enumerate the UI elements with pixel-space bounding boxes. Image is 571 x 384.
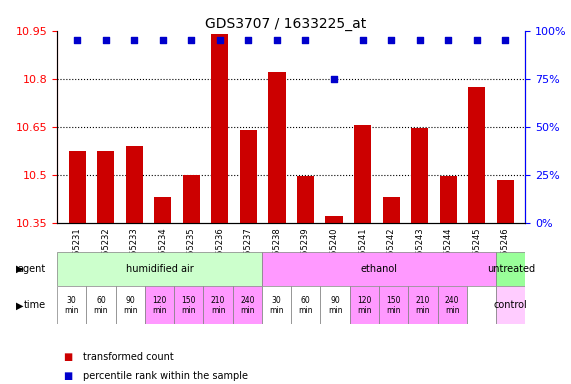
- FancyBboxPatch shape: [291, 286, 320, 324]
- Bar: [440, 176, 457, 384]
- Text: percentile rank within the sample: percentile rank within the sample: [83, 371, 248, 381]
- Point: [301, 37, 310, 43]
- FancyBboxPatch shape: [496, 252, 525, 286]
- Text: humidified air: humidified air: [126, 264, 194, 274]
- Bar: [268, 72, 286, 384]
- Text: 210
min: 210 min: [416, 296, 430, 315]
- FancyBboxPatch shape: [174, 286, 203, 324]
- Bar: [354, 125, 371, 384]
- Point: [158, 37, 167, 43]
- Point: [501, 37, 510, 43]
- Bar: [154, 197, 171, 384]
- Point: [215, 37, 224, 43]
- Text: ■: ■: [63, 371, 72, 381]
- Point: [73, 37, 82, 43]
- Bar: [97, 151, 114, 384]
- Bar: [126, 146, 143, 384]
- FancyBboxPatch shape: [320, 286, 349, 324]
- Bar: [383, 197, 400, 384]
- Point: [101, 37, 110, 43]
- Text: 150
min: 150 min: [387, 296, 401, 315]
- FancyBboxPatch shape: [57, 286, 86, 324]
- FancyBboxPatch shape: [86, 286, 115, 324]
- FancyBboxPatch shape: [496, 286, 525, 324]
- Text: GDS3707 / 1633225_at: GDS3707 / 1633225_at: [205, 17, 366, 31]
- FancyBboxPatch shape: [233, 286, 262, 324]
- Text: 240
min: 240 min: [240, 296, 255, 315]
- Text: ▶: ▶: [16, 264, 24, 274]
- Text: 120
min: 120 min: [152, 296, 167, 315]
- Point: [444, 37, 453, 43]
- Point: [472, 37, 481, 43]
- Text: ▶: ▶: [16, 300, 24, 310]
- Text: 60
min: 60 min: [299, 296, 313, 315]
- Point: [130, 37, 139, 43]
- FancyBboxPatch shape: [145, 286, 174, 324]
- Point: [244, 37, 253, 43]
- FancyBboxPatch shape: [437, 286, 467, 324]
- Text: transformed count: transformed count: [83, 352, 174, 362]
- Text: untreated: untreated: [486, 264, 535, 274]
- Bar: [468, 87, 485, 384]
- FancyBboxPatch shape: [115, 286, 145, 324]
- Point: [329, 76, 339, 82]
- Bar: [183, 175, 200, 384]
- Text: agent: agent: [18, 264, 46, 274]
- FancyBboxPatch shape: [349, 286, 379, 324]
- Text: 150
min: 150 min: [182, 296, 196, 315]
- Point: [358, 37, 367, 43]
- Text: 60
min: 60 min: [94, 296, 108, 315]
- Text: 120
min: 120 min: [357, 296, 372, 315]
- Text: time: time: [23, 300, 46, 310]
- Bar: [497, 180, 514, 384]
- Text: control: control: [494, 300, 528, 310]
- Text: 90
min: 90 min: [123, 296, 138, 315]
- FancyBboxPatch shape: [262, 252, 496, 286]
- FancyBboxPatch shape: [467, 286, 496, 324]
- Bar: [211, 34, 228, 384]
- Bar: [240, 130, 257, 384]
- Bar: [411, 128, 428, 384]
- FancyBboxPatch shape: [262, 286, 291, 324]
- Text: 90
min: 90 min: [328, 296, 343, 315]
- FancyBboxPatch shape: [408, 286, 437, 324]
- Bar: [297, 176, 314, 384]
- Bar: [325, 216, 343, 384]
- Text: 30
min: 30 min: [65, 296, 79, 315]
- FancyBboxPatch shape: [57, 252, 262, 286]
- Text: 210
min: 210 min: [211, 296, 226, 315]
- Text: 240
min: 240 min: [445, 296, 460, 315]
- FancyBboxPatch shape: [379, 286, 408, 324]
- Point: [272, 37, 282, 43]
- Point: [187, 37, 196, 43]
- Text: ethanol: ethanol: [360, 264, 397, 274]
- Point: [415, 37, 424, 43]
- FancyBboxPatch shape: [203, 286, 233, 324]
- Bar: [69, 151, 86, 384]
- Point: [387, 37, 396, 43]
- Text: 30
min: 30 min: [270, 296, 284, 315]
- Text: ■: ■: [63, 352, 72, 362]
